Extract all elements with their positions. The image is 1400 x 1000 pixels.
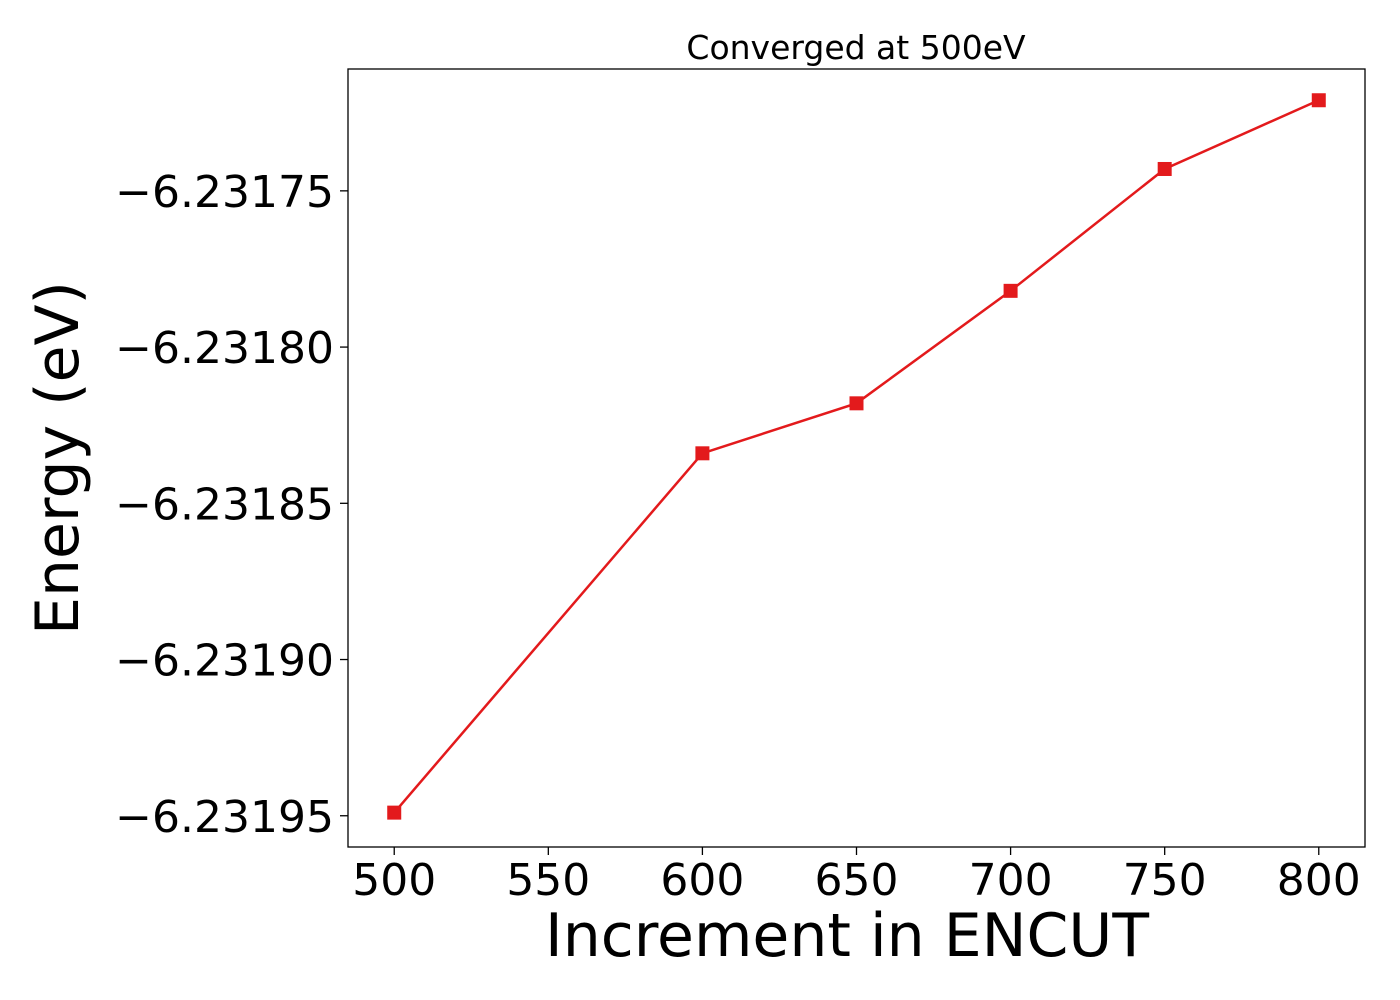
y-axis-ticks: −6.23195 −6.23190 −6.23185 −6.23180 −6.23175 xyxy=(115,167,348,843)
y-axis-label: Energy (eV) xyxy=(23,281,93,635)
data-point-marker xyxy=(1311,93,1326,108)
data-point-marker xyxy=(1003,283,1018,298)
y-tick-label: −6.23175 xyxy=(115,167,334,218)
data-point-marker xyxy=(1157,161,1172,176)
x-tick-label: 800 xyxy=(1277,855,1361,906)
y-tick-label: −6.23195 xyxy=(115,792,334,843)
x-tick-label: 650 xyxy=(815,855,899,906)
y-tick-label: −6.23180 xyxy=(115,323,334,374)
data-point-marker xyxy=(387,805,402,820)
series-layer xyxy=(387,93,1326,820)
x-tick-label: 750 xyxy=(1123,855,1207,906)
data-point-marker xyxy=(695,446,710,461)
y-tick-label: −6.23185 xyxy=(115,479,334,530)
plot-area xyxy=(347,68,1366,848)
x-tick-label: 600 xyxy=(660,855,744,906)
x-tick-label: 550 xyxy=(506,855,590,906)
chart-title: Converged at 500eV xyxy=(686,28,1026,67)
x-tick-label: 700 xyxy=(969,855,1053,906)
y-tick-label: −6.23190 xyxy=(115,636,334,687)
x-tick-label: 500 xyxy=(352,855,436,906)
series-line xyxy=(393,99,1320,814)
data-point-marker xyxy=(849,396,864,411)
x-axis-label: Increment in ENCUT xyxy=(545,901,1149,971)
x-axis-ticks: 500 550 600 650 700 750 800 xyxy=(352,847,1361,906)
